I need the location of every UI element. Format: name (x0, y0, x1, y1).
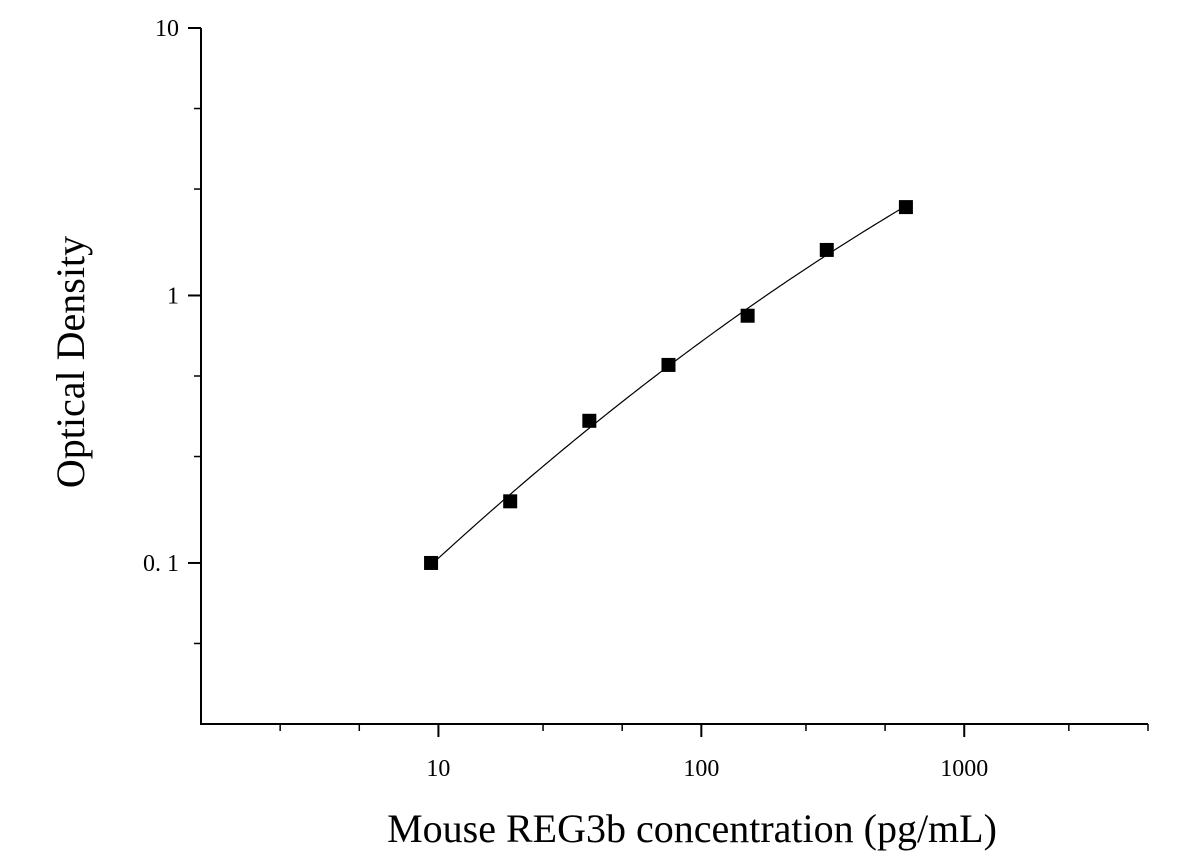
y-tick-label-10: 10 (155, 16, 179, 42)
x-tick-label-10: 10 (426, 756, 450, 782)
major-ticks (188, 27, 966, 737)
x-tick-label-1000: 1000 (940, 756, 988, 782)
data-point (740, 308, 755, 323)
x-tick-label-100: 100 (683, 756, 719, 782)
y-tick-labels: 0. 1 1 10 (143, 16, 179, 577)
data-point (582, 413, 597, 428)
data-point (661, 357, 676, 372)
data-points (424, 200, 913, 570)
data-point (424, 555, 439, 570)
data-point (503, 494, 518, 509)
y-axis-title: Optical Density (48, 236, 93, 488)
x-axis-title: Mouse REG3b concentration (pg/mL) (387, 806, 997, 851)
y-tick-label-1: 1 (167, 283, 179, 309)
minor-ticks (194, 107, 1149, 731)
y-tick-label-0.1: 0. 1 (143, 551, 179, 577)
data-point (819, 242, 834, 257)
x-tick-labels: 10 100 1000 (426, 756, 988, 782)
data-point (898, 200, 913, 215)
